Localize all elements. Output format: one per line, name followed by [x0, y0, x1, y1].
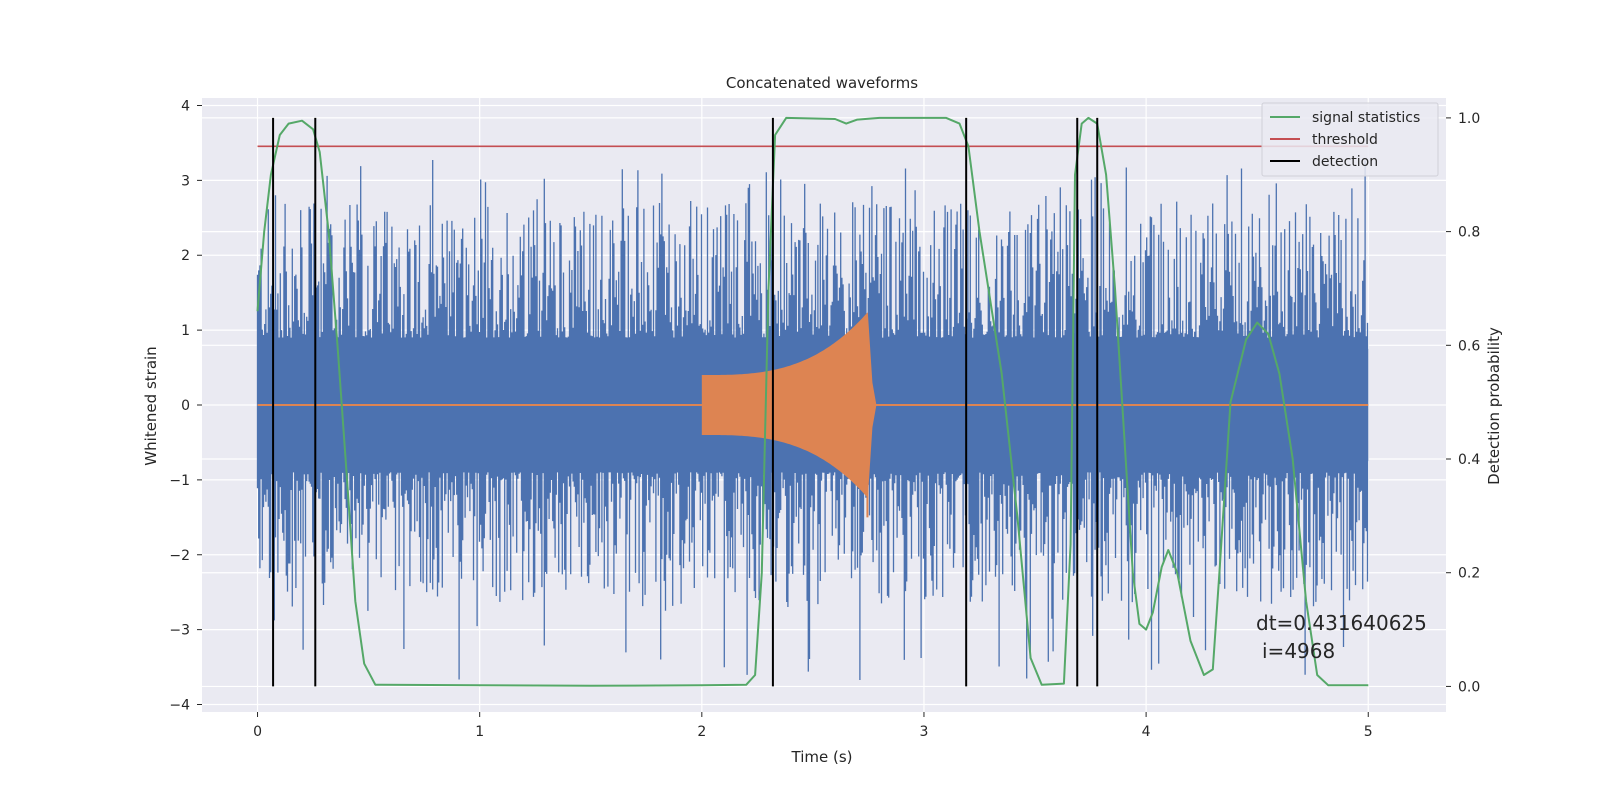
x-tick-label: 1	[475, 724, 484, 740]
y2-tick-label: 0.8	[1458, 225, 1480, 241]
legend-label-detection: detection	[1312, 154, 1378, 170]
signal-statistics-line	[256, 116, 1369, 687]
y-tick-label: 1	[181, 323, 190, 339]
y2-tick-label: 0.4	[1458, 452, 1480, 468]
plot-area	[256, 116, 1369, 687]
annotation-index: i=4968	[1262, 639, 1335, 663]
y-tick-label: −1	[169, 473, 190, 489]
annotation-dt: dt=0.431640625	[1256, 611, 1427, 635]
x-axis-label: Time (s)	[791, 748, 853, 766]
y-tick-label: 4	[181, 98, 190, 114]
y-axis-ticks: −4 −3 −2 −1 0 1 2 3 4	[169, 98, 202, 714]
x-tick-label: 3	[920, 724, 929, 740]
y2-tick-label: 1.0	[1458, 111, 1480, 127]
chart-title: Concatenated waveforms	[726, 74, 918, 92]
legend-box	[1261, 102, 1439, 177]
x-tick-label: 4	[1142, 724, 1151, 740]
x-axis-ticks: 0 1 2 3 4 5	[253, 712, 1373, 740]
legend-label-threshold: threshold	[1312, 132, 1378, 148]
x-tick-label: 2	[697, 724, 706, 740]
injection-waveform	[701, 312, 877, 498]
legend: signal statistics threshold detection	[1261, 102, 1439, 177]
y-tick-label: 3	[181, 173, 190, 189]
x-tick-label: 5	[1364, 724, 1373, 740]
y2-tick-label: 0.6	[1458, 338, 1480, 354]
legend-label-signal-statistics: signal statistics	[1312, 110, 1420, 126]
y-tick-label: −2	[169, 548, 190, 564]
y-tick-label: −3	[169, 623, 190, 639]
y2-tick-label: 0.0	[1458, 679, 1480, 695]
y2-tick-label: 0.2	[1458, 566, 1480, 582]
y-axis-label: Whitened strain	[142, 346, 160, 465]
y-tick-label: 2	[181, 248, 190, 264]
y-tick-label: 0	[181, 398, 190, 414]
y-tick-label: −4	[169, 698, 190, 714]
y2-axis-label: Detection probability	[1485, 327, 1503, 485]
y2-axis-ticks: 0.0 0.2 0.4 0.6 0.8 1.0	[1446, 111, 1480, 695]
x-tick-label: 0	[253, 724, 262, 740]
